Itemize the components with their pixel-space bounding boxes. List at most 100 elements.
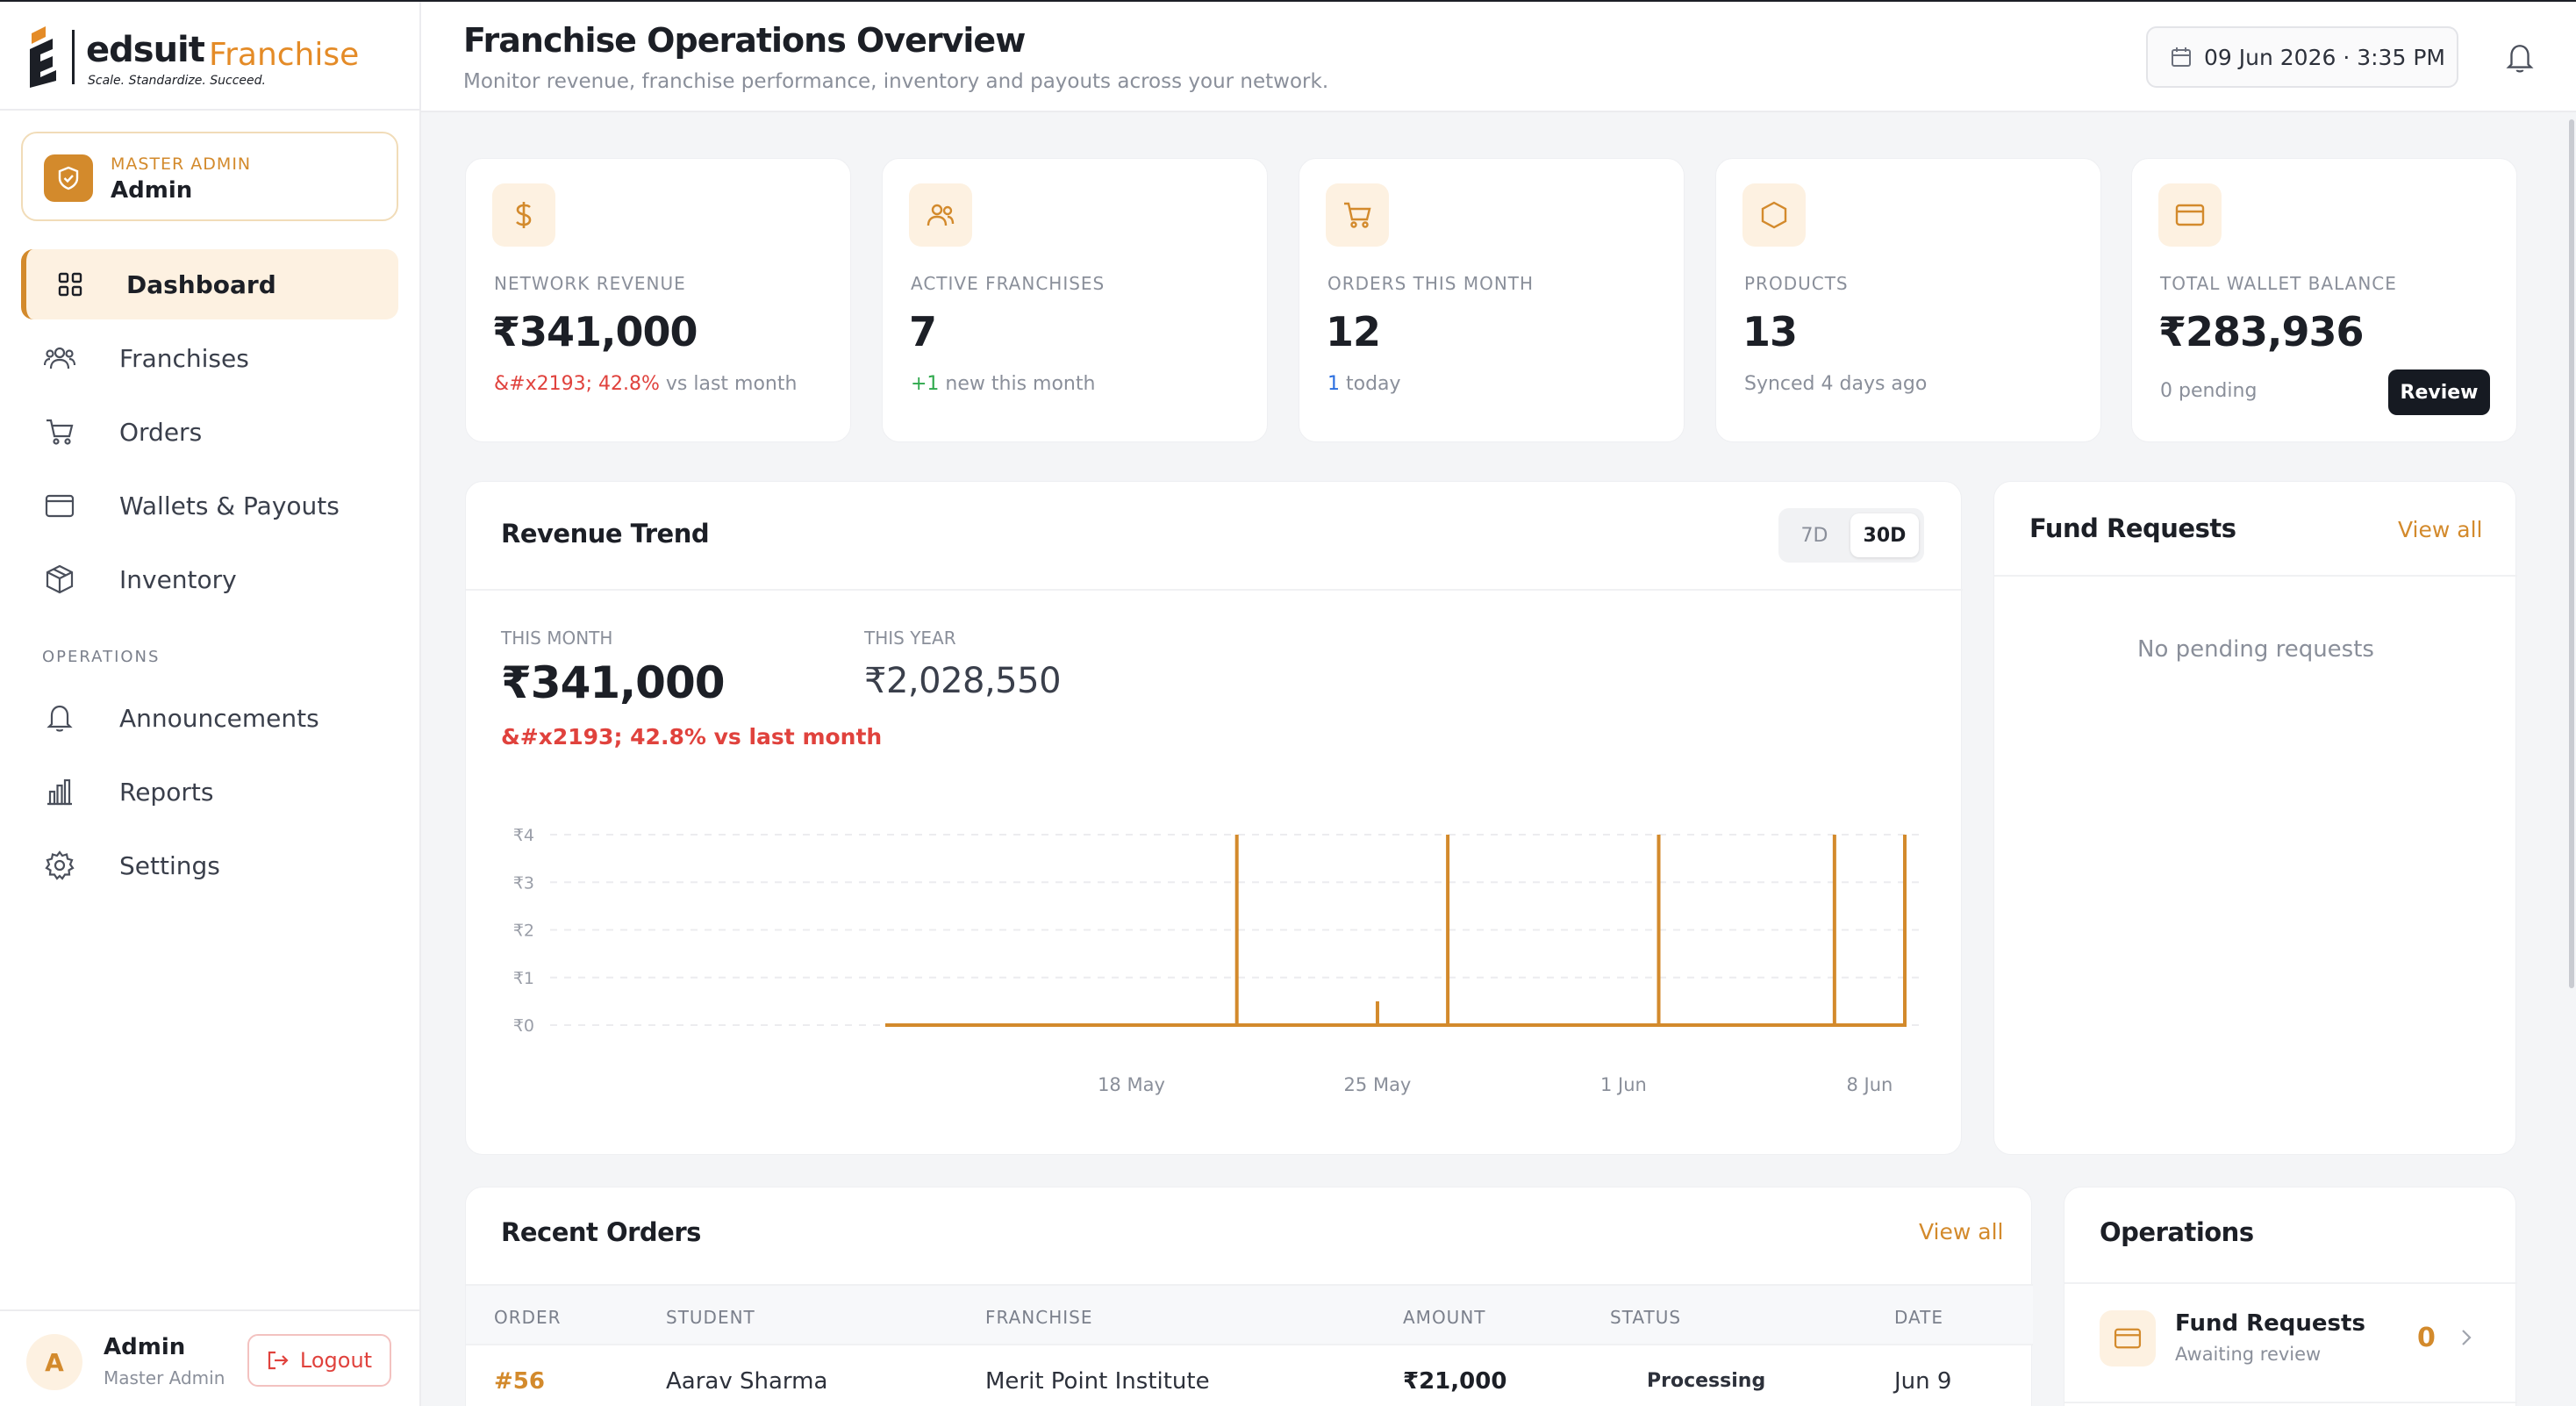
sidebar-item-settings[interactable]: Settings: [21, 830, 398, 900]
sidebar-item-label: Settings: [119, 850, 220, 880]
orders-view-all-link[interactable]: View all: [1919, 1219, 2004, 1245]
sidebar-item-inventory[interactable]: Inventory: [21, 544, 398, 614]
sidebar-divider: [0, 109, 419, 111]
stat-card-network-revenue[interactable]: NETWORK REVENUE ₹341,000 &#x2193; 42.8% …: [465, 158, 851, 442]
stat-card-wallet-balance[interactable]: TOTAL WALLET BALANCE ₹283,936 0 pending …: [2131, 158, 2517, 442]
stat-card-orders-this-month[interactable]: ORDERS THIS MONTH 12 1 today: [1299, 158, 1685, 442]
datetime-display[interactable]: 09 Jun 2026 · 3:35 PM: [2146, 26, 2458, 88]
this-year-label: THIS YEAR: [864, 628, 956, 649]
revenue-chart: ₹0 ₹1 ₹2 ₹3 ₹4 18 May 25 May 1 Jun 8 Jun: [513, 826, 1922, 1095]
column-header[interactable]: STUDENT: [666, 1307, 755, 1328]
rupee-icon: [492, 183, 555, 247]
student-name: Aarav Sharma: [666, 1368, 828, 1395]
stat-note: Synced 4 days ago: [1744, 373, 1928, 395]
recent-orders-card: Recent Orders View all ORDER STUDENT FRA…: [465, 1187, 2033, 1406]
stat-note: &#x2193; 42.8% vs last month: [494, 373, 797, 395]
fund-requests-card: Fund Requests View all No pending reques…: [1993, 481, 2517, 1155]
sidebar-item-reports[interactable]: Reports: [21, 757, 398, 827]
operations-item-divider: [2064, 1402, 2517, 1403]
x-tick-label: 1 Jun: [1600, 1074, 1647, 1095]
range-30d-button[interactable]: 30D: [1850, 513, 1919, 557]
stat-card-products[interactable]: PRODUCTS 13 Synced 4 days ago: [1715, 158, 2101, 442]
franchise-name: Merit Point Institute: [985, 1368, 1210, 1395]
brand-suffix: Franchise: [209, 37, 360, 73]
page-scrollbar[interactable]: [2569, 119, 2574, 988]
user-role: Master Admin: [104, 1367, 225, 1388]
wallet-icon: [42, 488, 77, 523]
fund-requests-view-all-link[interactable]: View all: [2398, 517, 2483, 542]
order-id-link[interactable]: #56: [494, 1368, 545, 1395]
review-button[interactable]: Review: [2388, 369, 2490, 415]
column-header[interactable]: ORDER: [494, 1307, 562, 1328]
recent-orders-title: Recent Orders: [501, 1217, 701, 1247]
sidebar-item-franchises[interactable]: Franchises: [21, 323, 398, 393]
operations-item-count: 0: [2417, 1323, 2436, 1353]
stat-value: ₹283,936: [2158, 308, 2365, 355]
column-header[interactable]: AMOUNT: [1403, 1307, 1486, 1328]
y-tick-label: ₹4: [513, 826, 534, 845]
revenue-trend-title: Revenue Trend: [501, 519, 710, 549]
logout-label: Logout: [299, 1348, 373, 1373]
table-header: [466, 1284, 2033, 1345]
brand-name: edsuit: [86, 30, 205, 70]
stat-label: PRODUCTS: [1744, 273, 1849, 294]
x-tick-label: 25 May: [1344, 1074, 1412, 1095]
stat-label: TOTAL WALLET BALANCE: [2160, 273, 2397, 294]
sidebar-item-orders[interactable]: Orders: [21, 397, 398, 467]
card-divider: [2064, 1282, 2517, 1284]
stat-note-text: new this month: [939, 373, 1096, 395]
column-header[interactable]: DATE: [1894, 1307, 1944, 1328]
sidebar-item-label: Announcements: [119, 703, 319, 733]
nav-section-label: OPERATIONS: [42, 648, 161, 666]
column-header[interactable]: STATUS: [1610, 1307, 1682, 1328]
bell-icon: [42, 700, 77, 735]
stat-change: &#x2193; 42.8%: [494, 373, 660, 395]
range-toggle: 7D 30D: [1778, 508, 1924, 563]
logout-button[interactable]: Logout: [247, 1334, 391, 1387]
role-name: Admin: [111, 177, 193, 204]
box-icon: [42, 562, 77, 597]
revenue-series-line: [885, 835, 1907, 1027]
sidebar-item-label: Inventory: [119, 564, 237, 594]
status-badge: Processing: [1626, 1359, 1787, 1402]
card-divider: [466, 589, 1963, 591]
sidebar-item-dashboard[interactable]: Dashboard: [21, 249, 398, 319]
grid-icon: [53, 267, 88, 302]
cart-icon: [42, 414, 77, 449]
sidebar: edsuit Franchise Scale. Standardize. Suc…: [0, 2, 421, 1406]
x-tick-label: 8 Jun: [1847, 1074, 1893, 1095]
avatar[interactable]: A: [26, 1334, 82, 1390]
role-kicker: MASTER ADMIN: [111, 154, 252, 174]
window-top-border: [0, 0, 2576, 2]
stat-card-active-franchises[interactable]: ACTIVE FRANCHISES 7 +1 new this month: [882, 158, 1268, 442]
range-7d-button[interactable]: 7D: [1800, 524, 1828, 547]
page-subtitle: Monitor revenue, franchise performance, …: [463, 70, 1329, 93]
edsuit-logo-icon: [30, 26, 56, 88]
gear-icon: [42, 848, 77, 883]
brand-separator: [72, 30, 75, 84]
column-header[interactable]: FRANCHISE: [985, 1307, 1093, 1328]
y-tick-label: ₹3: [513, 873, 534, 893]
page-header: Franchise Operations Overview Monitor re…: [421, 2, 2576, 112]
calendar-icon: [2171, 47, 2192, 68]
stat-label: ORDERS THIS MONTH: [1327, 273, 1535, 294]
stat-note: +1 new this month: [911, 373, 1095, 395]
y-tick-label: ₹0: [513, 1016, 534, 1036]
bar-chart-icon: [42, 774, 77, 809]
logout-icon: [267, 1350, 290, 1371]
datetime-text: 09 Jun 2026 · 3:35 PM: [2204, 44, 2445, 70]
stat-value: 13: [1742, 308, 1798, 355]
operations-item-name: Fund Requests: [2175, 1310, 2365, 1337]
shield-icon: [44, 154, 93, 202]
y-tick-label: ₹1: [513, 969, 534, 988]
x-tick-label: 18 May: [1098, 1074, 1165, 1095]
chevron-right-icon: [2456, 1324, 2477, 1351]
sidebar-item-label: Reports: [119, 777, 214, 807]
operations-card: Operations Fund Requests Awaiting review…: [2064, 1187, 2517, 1406]
order-amount: ₹21,000: [1403, 1368, 1507, 1395]
sidebar-item-announcements[interactable]: Announcements: [21, 683, 398, 753]
brand-logo[interactable]: edsuit Franchise Scale. Standardize. Suc…: [26, 23, 395, 90]
users-icon: [909, 183, 972, 247]
sidebar-item-wallets[interactable]: Wallets & Payouts: [21, 470, 398, 541]
notifications-bell-icon[interactable]: [2502, 39, 2537, 77]
